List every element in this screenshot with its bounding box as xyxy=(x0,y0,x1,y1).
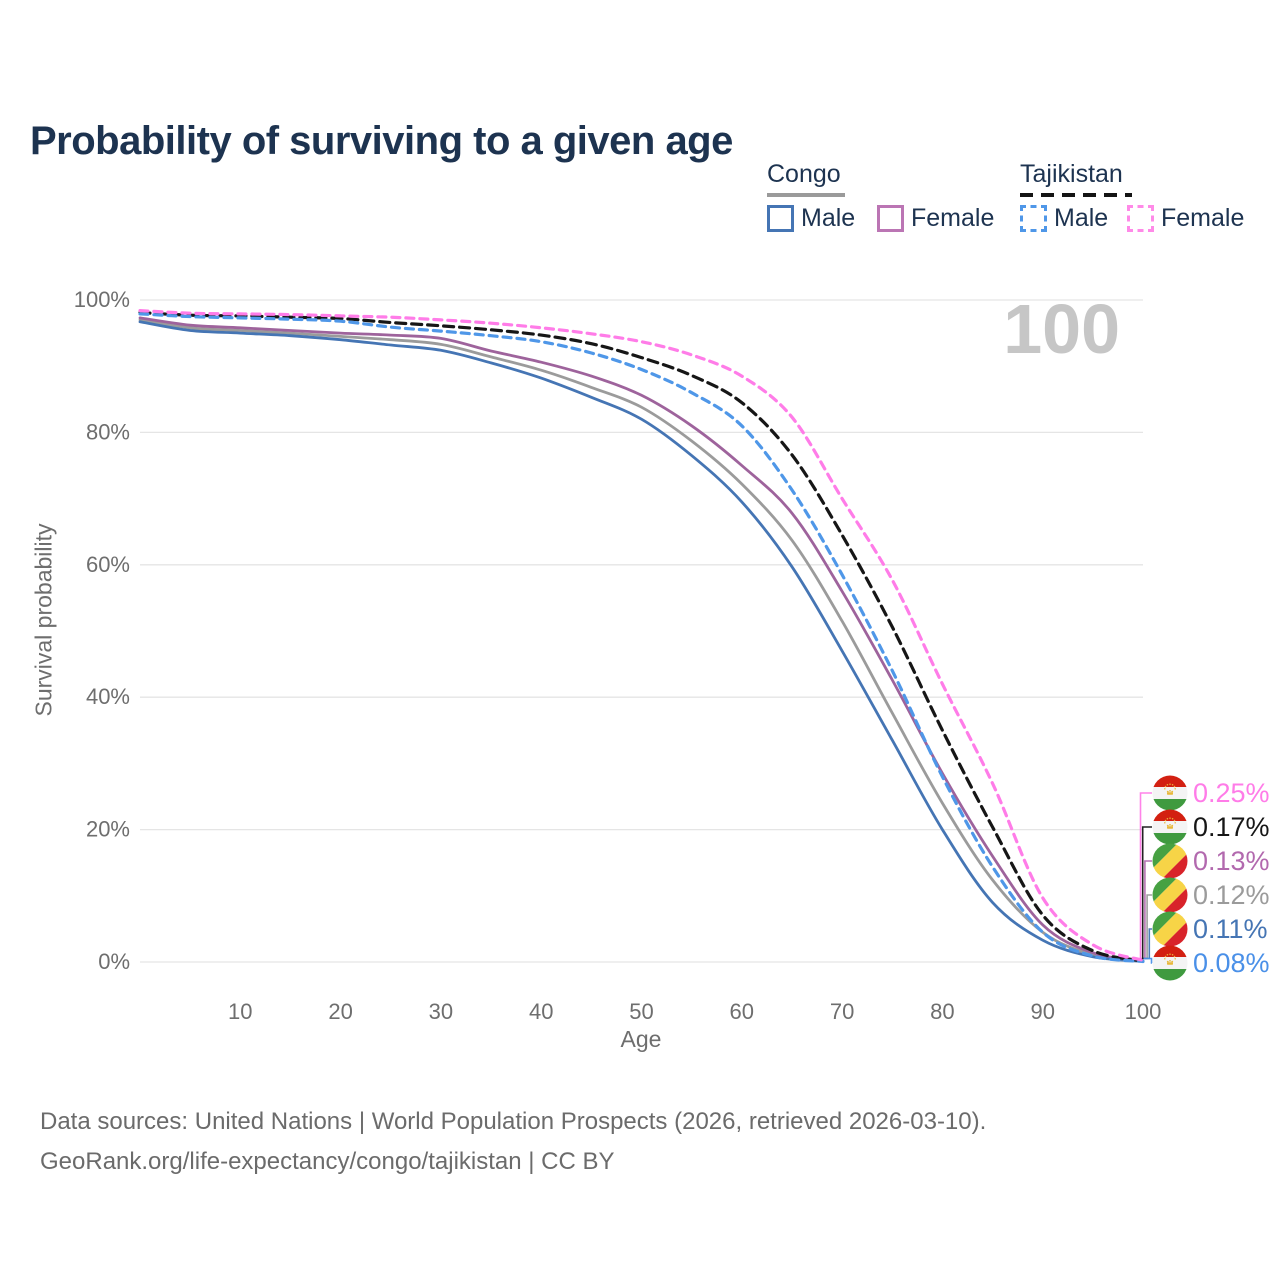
legend-label: Female xyxy=(911,204,995,232)
end-label-value: 0.11% xyxy=(1193,914,1268,944)
congo-flag-icon xyxy=(1152,911,1188,947)
x-tick-label: 10 xyxy=(228,999,252,1024)
legend-label: Male xyxy=(1054,204,1109,232)
y-tick-label: 40% xyxy=(86,684,130,709)
tajikistan-flag-icon xyxy=(1152,775,1188,811)
x-tick-label: 80 xyxy=(930,999,954,1024)
legend-congo-line-sample xyxy=(767,193,845,197)
series-line-tajikistan-female[interactable] xyxy=(138,309,1145,962)
x-axis-title: Age xyxy=(620,1026,662,1052)
end-label-value: 0.25% xyxy=(1193,778,1270,808)
legend-label: Male xyxy=(801,204,856,232)
legend-group-tajikistan: Tajikistan xyxy=(1020,160,1123,188)
y-tick-label: 100% xyxy=(74,287,130,312)
footer-data-sources: Data sources: United Nations | World Pop… xyxy=(40,1108,987,1135)
legend-group-congo: Congo xyxy=(767,160,841,188)
x-tick-label: 90 xyxy=(1030,999,1054,1024)
legend-label: Female xyxy=(1161,204,1245,232)
x-tick-label: 100 xyxy=(1125,999,1162,1024)
series-line-tajikistan-both-sexes[interactable] xyxy=(138,311,1145,963)
x-tick-label: 20 xyxy=(328,999,352,1024)
series-line-congo-both-sexes[interactable] xyxy=(138,318,1145,963)
congo-female-swatch-icon xyxy=(877,205,904,232)
x-tick-label: 50 xyxy=(629,999,653,1024)
end-label-row: 0.17% xyxy=(1152,809,1270,845)
y-tick-label: 60% xyxy=(86,552,130,577)
end-label-row: 0.25% xyxy=(1152,775,1270,811)
congo-male-swatch-icon xyxy=(767,205,794,232)
end-label-row: 0.11% xyxy=(1152,911,1268,947)
end-label-connector xyxy=(1143,957,1153,964)
end-label-row: 0.08% xyxy=(1152,945,1270,981)
legend-item-tajikistan-male[interactable]: Male xyxy=(1020,204,1108,233)
chart-legend: Congo Tajikistan Male Female Male Female xyxy=(0,160,1280,240)
end-label-value: 0.13% xyxy=(1193,846,1270,876)
legend-item-congo-female[interactable]: Female xyxy=(877,204,994,233)
y-axis-title: Survival probability xyxy=(30,523,57,717)
x-tick-label: 30 xyxy=(429,999,453,1024)
series-line-congo-male[interactable] xyxy=(138,320,1145,963)
legend-tajikistan-line-sample xyxy=(1020,193,1132,197)
y-tick-label: 0% xyxy=(98,949,130,974)
series-line-tajikistan-male[interactable] xyxy=(138,312,1145,964)
series-line-congo-female[interactable] xyxy=(138,316,1145,963)
end-label-row: 0.13% xyxy=(1152,843,1270,879)
end-label-row: 0.12% xyxy=(1152,877,1270,913)
x-tick-label: 40 xyxy=(529,999,553,1024)
legend-item-tajikistan-female[interactable]: Female xyxy=(1127,204,1244,233)
footer-citation-url: GeoRank.org/life-expectancy/congo/tajiki… xyxy=(40,1148,615,1175)
end-label-value: 0.08% xyxy=(1193,948,1270,978)
end-label-connector xyxy=(1141,826,1152,960)
congo-flag-icon xyxy=(1152,877,1188,913)
age-watermark: 100 xyxy=(1003,290,1120,368)
x-tick-label: 60 xyxy=(730,999,754,1024)
tajikistan-flag-icon xyxy=(1152,809,1188,845)
tajikistan-male-swatch-icon xyxy=(1020,205,1047,232)
x-tick-label: 70 xyxy=(830,999,854,1024)
legend-item-congo-male[interactable]: Male xyxy=(767,204,855,233)
end-label-value: 0.12% xyxy=(1193,880,1270,910)
y-tick-label: 20% xyxy=(86,817,130,842)
y-tick-label: 80% xyxy=(86,419,130,444)
congo-flag-icon xyxy=(1152,843,1188,879)
page-title: Probability of surviving to a given age xyxy=(30,118,733,163)
tajikistan-female-swatch-icon xyxy=(1127,205,1154,232)
tajikistan-flag-icon xyxy=(1152,945,1188,981)
end-label-value: 0.17% xyxy=(1193,812,1270,842)
